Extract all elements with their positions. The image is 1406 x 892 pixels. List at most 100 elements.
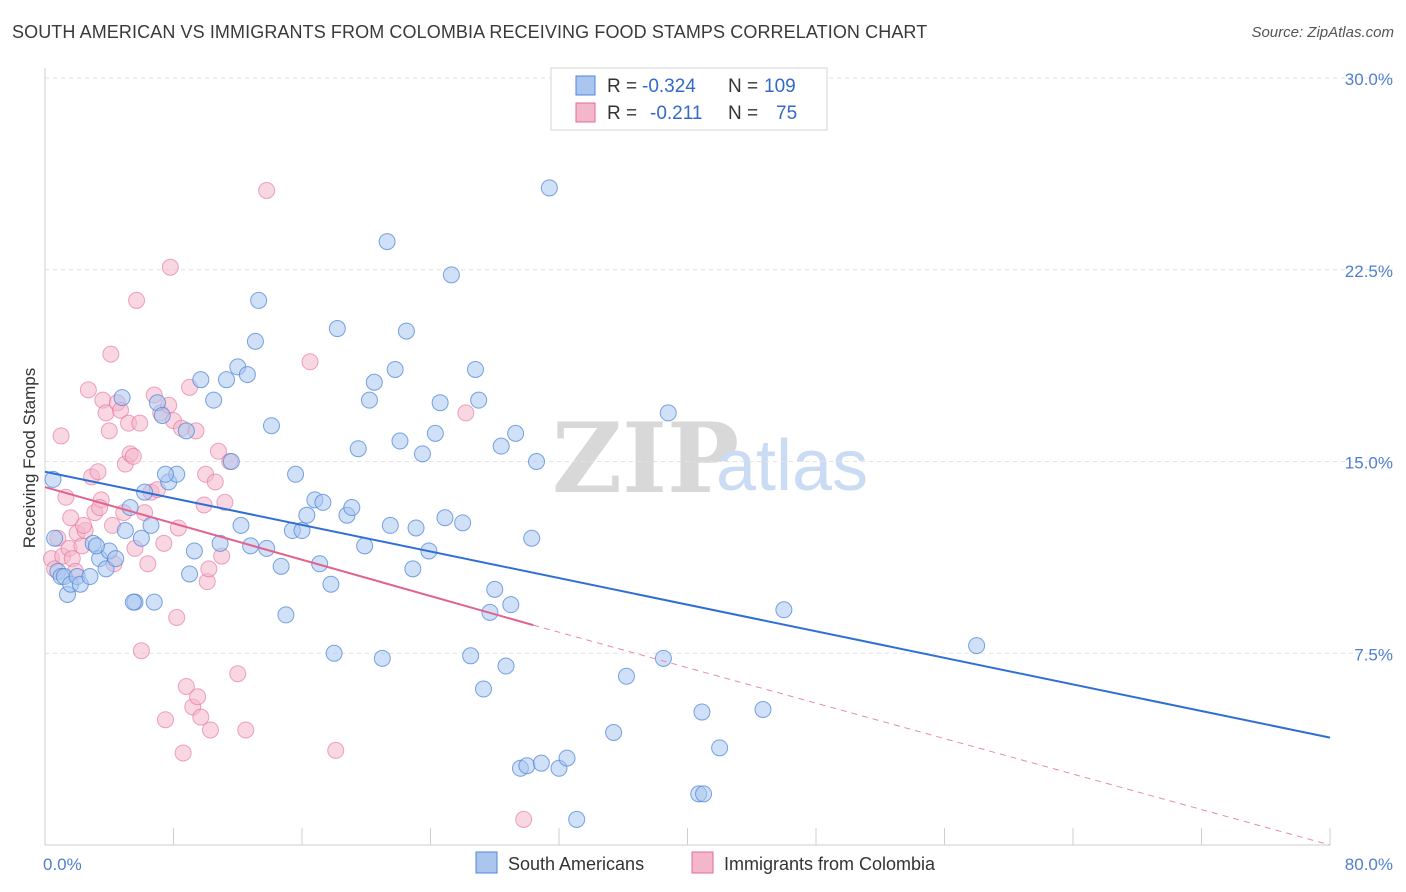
legend-bottom: South Americans Immigrants from Colombia <box>475 851 936 874</box>
south-american-point <box>486 580 504 598</box>
colombia-point <box>189 688 207 706</box>
south-american-point <box>442 266 460 284</box>
south-american-point <box>238 366 256 384</box>
bottom-legend-swatch-pink <box>691 851 714 874</box>
south-american-point <box>454 514 472 532</box>
south-american-point <box>558 749 576 767</box>
colombia-point <box>192 708 210 726</box>
legend-n-label-pink: N = <box>728 103 758 124</box>
south-american-point <box>360 391 378 409</box>
south-american-point <box>325 644 343 662</box>
grid-lines <box>45 77 1393 654</box>
south-american-point <box>381 516 399 534</box>
colombia-point <box>156 711 174 729</box>
south-american-point <box>87 537 105 555</box>
south-american-point <box>107 550 125 568</box>
legend-top: R = -0.324 N = 109 R = -0.211 N = 75 <box>550 67 828 131</box>
bottom-legend-label-south-americans: South Americans <box>508 854 644 874</box>
south-american-point <box>113 389 131 407</box>
x-tick-label-min: 0.0% <box>43 855 82 874</box>
colombia-point <box>229 665 247 683</box>
south-american-point <box>605 724 623 742</box>
legend-n-value-blue: 109 <box>764 76 796 97</box>
south-american-point <box>404 560 422 578</box>
x-tick-marks <box>173 828 1331 845</box>
south-american-point <box>185 542 203 560</box>
south-american-point <box>523 529 541 547</box>
south-american-point <box>378 233 396 251</box>
south-american-point <box>156 465 174 483</box>
colombia-point <box>79 381 97 399</box>
south-american-point <box>192 371 210 389</box>
y-axis-label: Receiving Food Stamps <box>20 368 39 548</box>
colombia-point <box>237 721 255 739</box>
south-american-point <box>142 516 160 534</box>
south-american-point <box>391 432 409 450</box>
colombia-point <box>174 744 192 762</box>
colombia-point <box>177 677 195 695</box>
source-credit: Source: ZipAtlas.com <box>1251 24 1394 41</box>
south-american-point <box>145 593 163 611</box>
south-american-point <box>46 529 64 547</box>
legend-r-label-blue: R = <box>607 76 637 97</box>
legend-r-value-blue: -0.324 <box>642 76 696 97</box>
colombia-point <box>100 422 118 440</box>
south-american-point <box>775 601 793 619</box>
colombia-point <box>301 353 319 371</box>
south-american-point <box>475 680 493 698</box>
legend-swatch-pink <box>575 102 596 123</box>
south-american-point <box>386 360 404 378</box>
south-american-point <box>497 657 515 675</box>
south-american-point <box>365 373 383 391</box>
south-american-point <box>426 424 444 442</box>
south-american-point <box>81 568 99 586</box>
south-american-point <box>397 322 415 340</box>
south-american-point <box>232 516 250 534</box>
colombia-point <box>102 345 120 363</box>
south-american-point <box>277 606 295 624</box>
colombia-point <box>168 608 186 626</box>
legend-n-label-blue: N = <box>728 76 758 97</box>
south-american-point <box>322 575 340 593</box>
series-south-americans-points <box>44 179 986 828</box>
x-tick-label-max: 80.0% <box>1345 855 1393 874</box>
south-american-point <box>246 332 264 350</box>
colombia-point <box>216 493 234 511</box>
south-american-point <box>373 649 391 667</box>
y-tick-labels: 7.5% 15.0% 22.5% 30.0% <box>1345 70 1393 664</box>
south-american-point <box>711 739 729 757</box>
colombia-point <box>52 427 70 445</box>
south-american-point <box>617 667 635 685</box>
south-american-point <box>968 637 986 655</box>
south-american-point <box>349 440 367 458</box>
colombia-point <box>62 509 80 527</box>
colombia-point <box>457 404 475 422</box>
south-american-point <box>436 509 454 527</box>
colombia-point <box>201 721 219 739</box>
south-american-point <box>222 453 240 470</box>
chart-title: SOUTH AMERICAN VS IMMIGRANTS FROM COLOMB… <box>12 22 928 42</box>
south-american-point <box>502 596 520 614</box>
legend-r-value-pink: -0.211 <box>650 103 702 124</box>
south-american-point <box>518 757 536 775</box>
south-american-point <box>754 700 772 718</box>
colombia-point <box>131 414 149 432</box>
south-american-point <box>314 493 332 511</box>
south-american-point <box>507 424 525 442</box>
y-tick-label: 22.5% <box>1345 262 1393 281</box>
series-colombia-points <box>42 181 533 828</box>
south-american-point <box>218 371 236 389</box>
legend-swatch-blue <box>575 75 596 96</box>
colombia-point <box>128 291 146 309</box>
south-american-point <box>153 406 171 424</box>
south-american-point <box>492 437 510 455</box>
colombia-point <box>327 741 345 759</box>
colombia-point <box>258 181 276 199</box>
legend-r-label-pink: R = <box>607 103 637 124</box>
south-american-point <box>328 320 346 338</box>
south-american-point <box>272 557 290 575</box>
south-american-point <box>124 593 142 611</box>
legend-n-value-pink: 75 <box>776 103 797 124</box>
south-american-point <box>287 465 305 483</box>
